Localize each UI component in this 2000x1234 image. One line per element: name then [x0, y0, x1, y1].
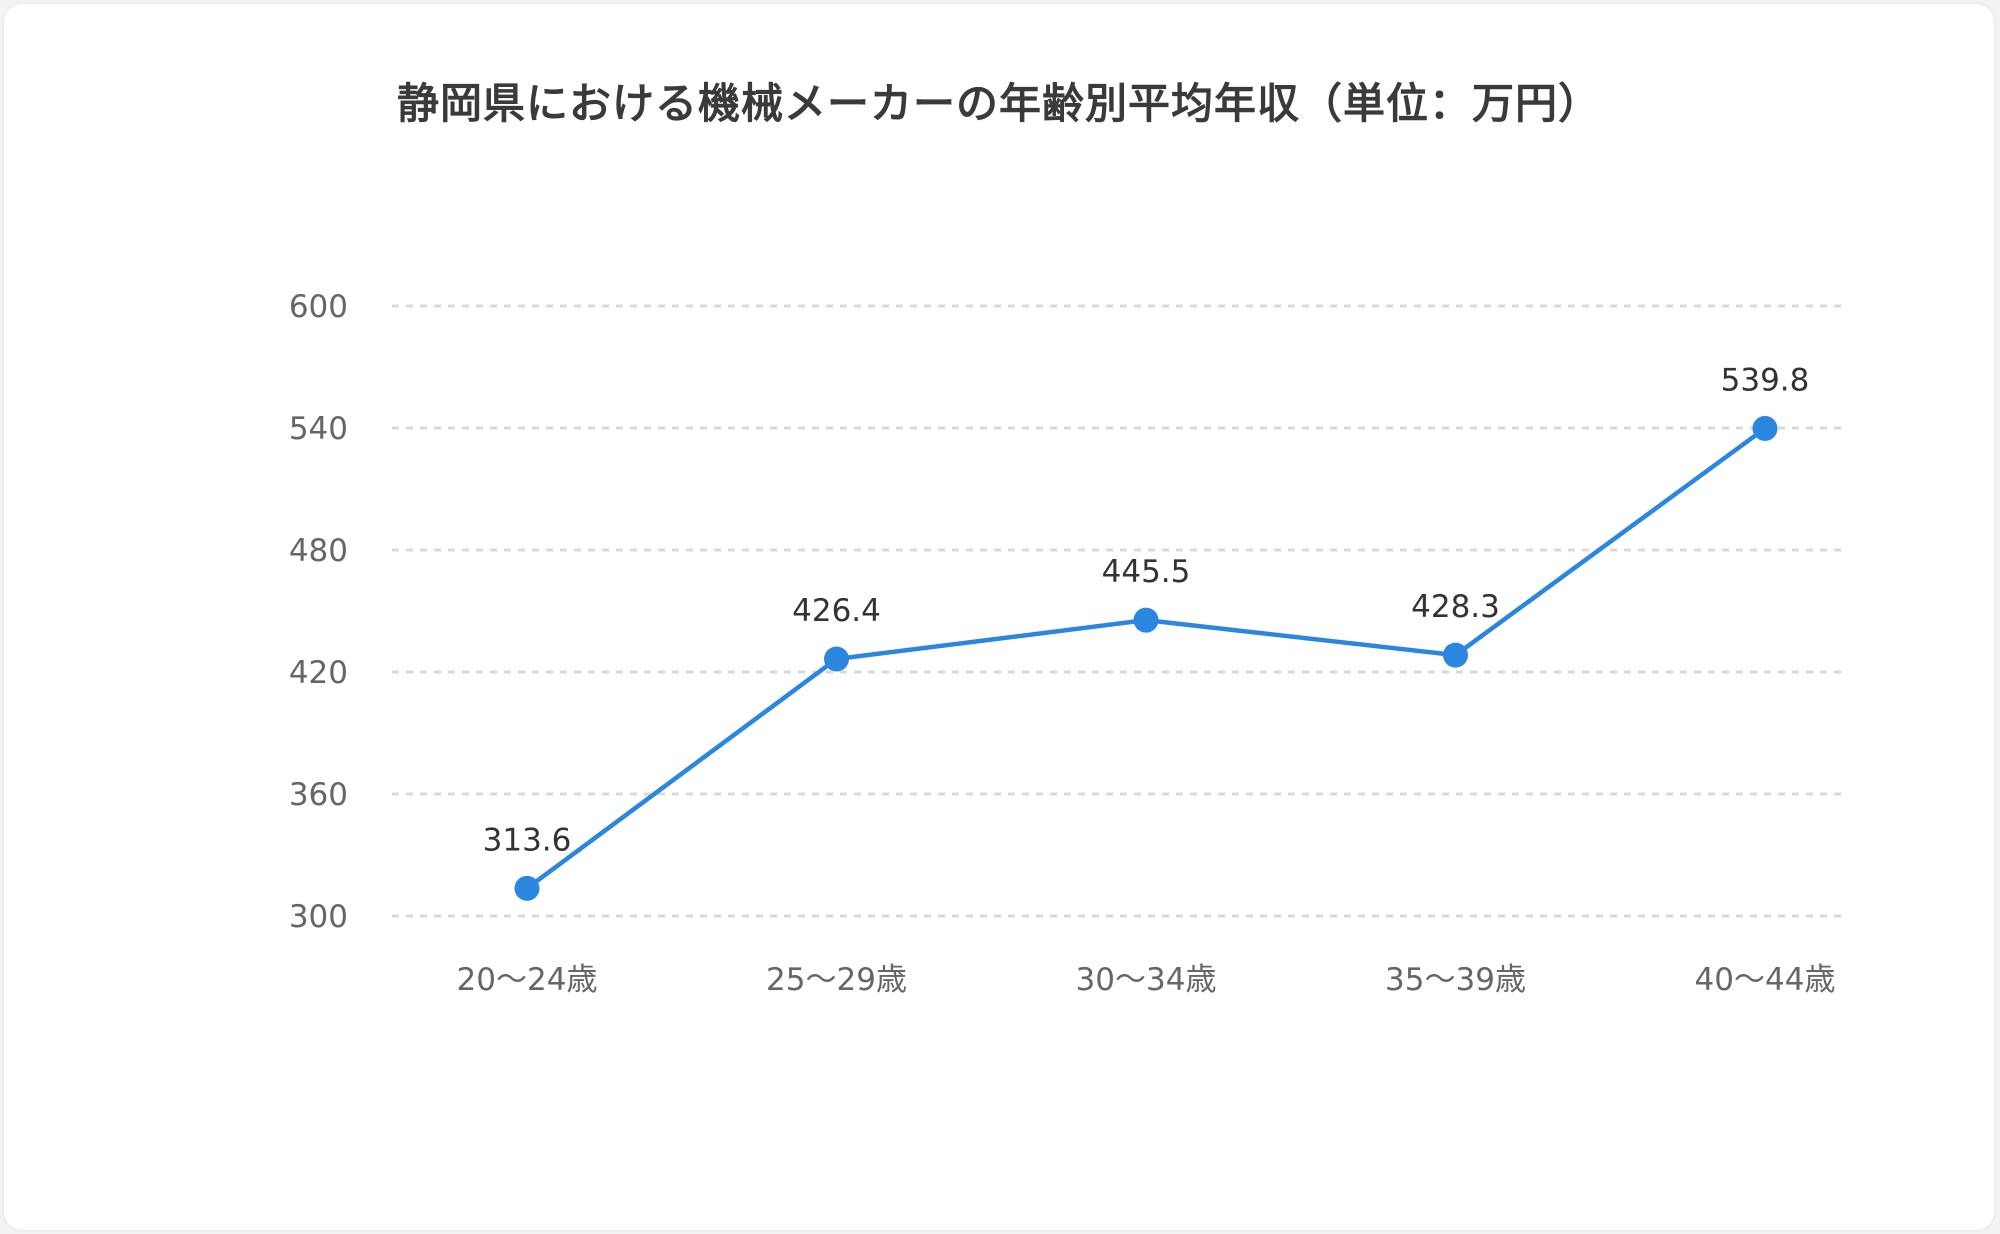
y-tick-label: 300	[289, 899, 348, 935]
data-point	[1133, 607, 1159, 633]
chart-title: 静岡県における機械メーカーの年齢別平均年収（単位：万円）	[396, 79, 1601, 128]
y-tick-label: 360	[289, 777, 348, 813]
data-label: 313.6	[483, 822, 572, 858]
data-label: 539.8	[1721, 362, 1810, 398]
data-point	[824, 646, 849, 672]
data-label: 428.3	[1411, 589, 1500, 625]
series-line-layer	[524, 426, 1768, 891]
x-tick-label: 35〜39歳	[1385, 962, 1526, 998]
chart-card: 静岡県における機械メーカーの年齢別平均年収（単位：万円） 300 360 420 48…	[4, 4, 1994, 1230]
x-axis-ticks: 20〜24歳 25〜29歳 30〜34歳 35〜39歳 40〜44歳	[457, 962, 1836, 998]
x-tick-label: 25〜29歳	[766, 962, 907, 998]
data-point	[1443, 642, 1468, 668]
y-tick-label: 540	[289, 411, 348, 447]
line-chart: 300 360 420 480 540 600 20〜24歳 25〜29歳 30〜34歳 35〜…	[289, 289, 1842, 998]
series-line	[524, 426, 1768, 891]
y-axis-ticks: 300 360 420 480 540 600	[289, 289, 348, 935]
y-tick-label: 480	[289, 533, 348, 569]
data-label: 426.4	[792, 593, 881, 629]
data-point	[514, 875, 540, 901]
x-tick-label: 30〜34歳	[1076, 962, 1217, 998]
series-points	[514, 415, 1778, 901]
y-tick-label: 420	[289, 655, 348, 691]
data-point	[1752, 415, 1778, 441]
y-tick-label: 600	[289, 289, 348, 325]
x-tick-label: 40〜44歳	[1695, 962, 1836, 998]
x-tick-label: 20〜24歳	[457, 962, 598, 998]
data-labels: 313.6 426.4 445.5 428.3 539.8	[483, 362, 1810, 858]
data-label: 445.5	[1102, 554, 1191, 590]
